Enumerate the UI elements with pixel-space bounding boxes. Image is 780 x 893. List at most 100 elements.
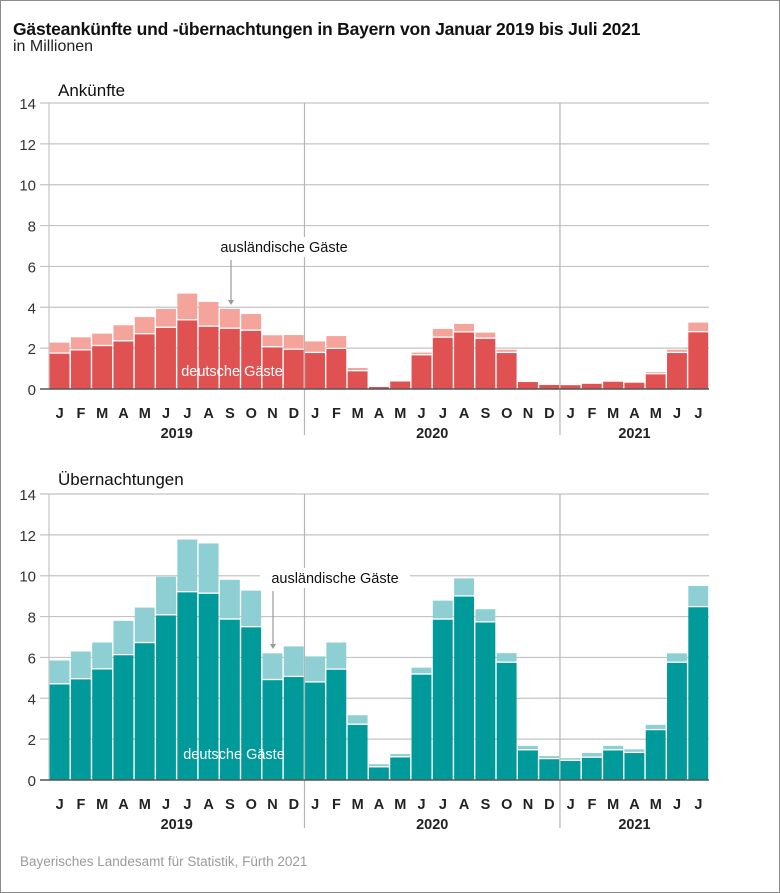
x-tick-label: M: [96, 406, 108, 422]
bar-segment-german: [305, 353, 325, 389]
bar-segment-foreign: [539, 756, 560, 758]
y-tick-label: 10: [19, 178, 36, 195]
x-tick-label: N: [523, 406, 533, 422]
bar-segment-foreign: [347, 715, 368, 724]
bar-segment-german: [113, 655, 134, 780]
bar-segment-german: [198, 593, 219, 780]
x-tick-label: O: [246, 406, 257, 422]
bar-segment-german: [475, 622, 496, 780]
bar-segment-german: [113, 341, 134, 389]
bar-segment-german: [688, 607, 709, 780]
bar-segment-german: [283, 677, 304, 780]
x-tick-label: M: [352, 406, 364, 422]
source-note: Bayerisches Landesamt für Statistik, Für…: [20, 854, 308, 869]
x-tick-label: A: [459, 797, 470, 813]
bar-segment-german: [92, 669, 113, 780]
bar-segment-foreign: [198, 301, 219, 326]
y-tick-label: 4: [28, 300, 36, 317]
x-tick-label: F: [77, 797, 86, 813]
bar-segment-foreign: [241, 314, 262, 330]
bar-segment-foreign: [219, 308, 240, 328]
bar-segment-german: [177, 320, 198, 389]
bar-segment-german: [667, 353, 687, 389]
x-tick-label: J: [567, 406, 575, 422]
bar-segment-german: [667, 662, 687, 780]
bar-segment-foreign: [645, 724, 666, 729]
panel-title: Ankünfte: [58, 81, 125, 100]
bar-segment-german: [49, 353, 70, 389]
bar-segment-foreign: [645, 372, 666, 374]
x-tick-label: A: [203, 406, 214, 422]
bar-segment-german: [539, 759, 560, 780]
y-tick-label: 14: [19, 96, 36, 113]
y-tick-label: 10: [19, 569, 36, 586]
x-tick-label: A: [118, 406, 129, 422]
x-tick-label: J: [694, 797, 702, 813]
bar-segment-foreign: [411, 667, 432, 674]
bar-segment-foreign: [475, 609, 496, 622]
x-tick-label: N: [267, 406, 277, 422]
bar-segment-foreign: [92, 642, 113, 669]
bar-segment-foreign: [283, 335, 304, 349]
bar-segment-german: [581, 383, 602, 389]
bar-segment-foreign: [219, 579, 240, 619]
bar-segment-german: [688, 332, 709, 389]
bar-segment-german: [560, 385, 581, 389]
bar-segment-foreign: [156, 308, 176, 327]
x-tick-label: A: [629, 797, 640, 813]
bar-segment-foreign: [326, 642, 347, 669]
y-tick-label: 6: [28, 650, 36, 667]
bar-segment-german: [219, 619, 240, 780]
x-tick-label: F: [332, 406, 341, 422]
bar-segment-foreign: [113, 620, 134, 654]
y-tick-label: 0: [28, 382, 36, 399]
x-tick-label: M: [607, 797, 619, 813]
bar-segment-german: [496, 353, 517, 389]
bar-segment-foreign: [156, 576, 176, 615]
x-tick-label: S: [481, 797, 491, 813]
bar-segment-foreign: [603, 745, 624, 750]
annotation-foreign-guests: ausländische Gäste: [271, 571, 398, 587]
bar-segment-foreign: [283, 646, 304, 676]
x-tick-label: S: [225, 406, 235, 422]
year-label: 2019: [161, 426, 193, 442]
x-tick-label: A: [374, 797, 385, 813]
annotation-bg: [209, 237, 359, 257]
y-tick-label: 14: [19, 487, 36, 504]
bar-segment-german: [603, 750, 624, 780]
bar-segment-german: [134, 643, 155, 780]
bar-segment-foreign: [241, 590, 262, 626]
year-label: 2019: [161, 817, 193, 833]
year-label: 2020: [416, 426, 448, 442]
bar-segment-german: [624, 382, 645, 389]
x-tick-label: D: [544, 406, 554, 422]
bar-segment-german: [368, 767, 389, 780]
bar-segment-german: [603, 381, 624, 389]
x-tick-label: J: [694, 406, 702, 422]
bar-segment-foreign: [390, 754, 411, 757]
bar-segment-foreign: [134, 607, 155, 642]
bar-segment-german: [475, 338, 496, 389]
y-tick-label: 6: [28, 259, 36, 276]
x-tick-label: O: [501, 797, 512, 813]
bar-segment-german: [70, 679, 91, 780]
bar-segment-german: [581, 757, 602, 780]
x-tick-label: A: [629, 406, 640, 422]
annotation-german-guests: deutsche Gäste: [183, 747, 285, 763]
x-tick-label: M: [352, 797, 364, 813]
bar-segment-german: [411, 674, 432, 780]
bar-segment-foreign: [454, 324, 475, 332]
x-tick-label: A: [203, 797, 214, 813]
bar-segment-german: [432, 619, 453, 780]
y-tick-label: 12: [19, 137, 36, 154]
annotation-foreign-guests: ausländische Gäste: [220, 240, 347, 256]
x-tick-label: D: [544, 797, 554, 813]
x-tick-label: O: [246, 797, 257, 813]
bar-segment-foreign: [517, 745, 538, 750]
x-tick-label: S: [481, 406, 491, 422]
bar-segment-foreign: [667, 653, 687, 662]
bar-segment-german: [283, 349, 304, 389]
bar-segment-foreign: [177, 539, 198, 592]
x-tick-label: M: [650, 797, 662, 813]
bar-segment-foreign: [326, 336, 347, 348]
